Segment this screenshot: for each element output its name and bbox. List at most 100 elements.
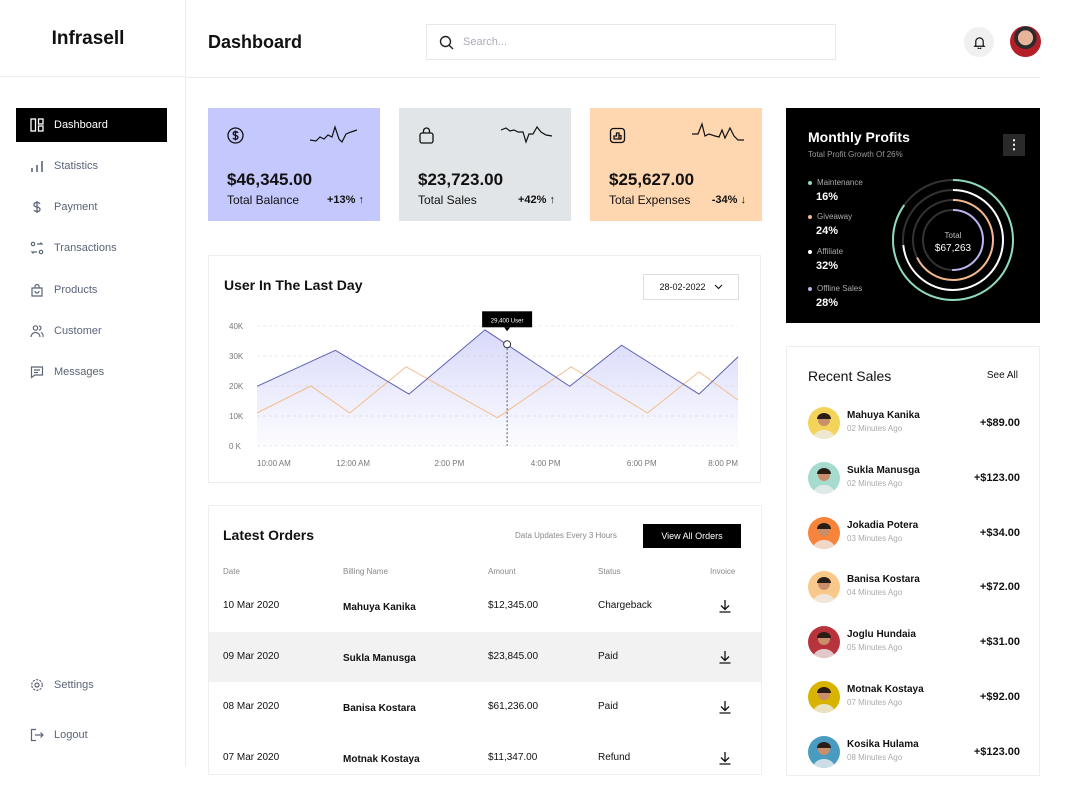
sparkline bbox=[692, 122, 744, 141]
sidebar-item-statistics[interactable]: Statistics bbox=[16, 149, 167, 183]
y-tick-label: 20K bbox=[229, 382, 244, 391]
tooltip-label: 29,400 User bbox=[491, 318, 524, 324]
order-date: 10 Mar 2020 bbox=[223, 600, 280, 611]
ring-total-value: $67,263 bbox=[935, 243, 972, 254]
chevron-down-icon bbox=[714, 284, 722, 290]
see-all-link[interactable]: See All bbox=[986, 370, 1018, 381]
sale-amount: +$92.00 bbox=[979, 691, 1020, 703]
more-options-button[interactable]: ⋮ bbox=[1003, 134, 1025, 156]
sale-time: 08 Minutes Ago bbox=[847, 752, 903, 762]
sale-amount: +$89.00 bbox=[979, 417, 1020, 429]
y-tick-label: 0 K bbox=[229, 442, 242, 451]
sparkline bbox=[501, 125, 553, 144]
users-icon bbox=[30, 325, 44, 338]
legend-value: 24% bbox=[816, 225, 839, 237]
view-all-orders-button[interactable]: View All Orders bbox=[643, 524, 741, 548]
table-row[interactable]: 10 Mar 2020 Mahuya Kanika $12,345.00 Cha… bbox=[209, 581, 761, 631]
card-change: -34% ↓ bbox=[711, 194, 746, 206]
ring-maintenance bbox=[892, 179, 1014, 301]
sidebar-item-settings[interactable]: Settings bbox=[16, 668, 167, 702]
avatar bbox=[808, 626, 840, 659]
order-amount: $23,845.00 bbox=[488, 650, 539, 662]
table-row[interactable]: 09 Mar 2020 Sukla Manusga $23,845.00 Pai… bbox=[209, 631, 761, 682]
download-invoice-icon[interactable] bbox=[718, 751, 732, 765]
search-input[interactable] bbox=[463, 36, 803, 48]
recent-sales-title: Recent Sales bbox=[808, 368, 892, 384]
user-avatar[interactable] bbox=[1010, 26, 1041, 57]
sale-time: 04 Minutes Ago bbox=[847, 588, 903, 598]
sidebar-item-label: Logout bbox=[54, 729, 88, 741]
sidebar-item-messages[interactable]: Messages bbox=[16, 355, 167, 389]
orders-title: Latest Orders bbox=[223, 527, 315, 543]
order-status: Paid bbox=[598, 650, 619, 662]
sale-time: 03 Minutes Ago bbox=[847, 533, 903, 543]
legend-label: Affiliate bbox=[817, 247, 844, 256]
card-label: Total Expenses bbox=[609, 193, 691, 207]
customer-name: Joglu Hundaia bbox=[847, 629, 916, 641]
sidebar-item-dashboard[interactable]: Dashboard bbox=[16, 108, 167, 142]
list-item[interactable]: Jokadia Potera 03 Minutes Ago +$34.00 bbox=[787, 516, 1041, 572]
sidebar-item-logout[interactable]: Logout bbox=[16, 718, 167, 752]
sidebar-item-products[interactable]: Products bbox=[16, 273, 167, 307]
monthly-profits-card: Monthly Profits Total Profit Growth Of 2… bbox=[786, 108, 1040, 323]
sidebar-item-transactions[interactable]: Transactions bbox=[16, 231, 167, 265]
legend-dot bbox=[808, 180, 812, 185]
divider bbox=[186, 77, 1040, 78]
card-change: +42% ↑ bbox=[518, 194, 555, 206]
table-row[interactable]: 08 Mar 2020 Banisa Kostara $61,236.00 Pa… bbox=[209, 682, 761, 732]
list-item[interactable]: Joglu Hundaia 05 Minutes Ago +$31.00 bbox=[787, 626, 1041, 681]
sale-amount: +$123.00 bbox=[973, 745, 1020, 758]
sidebar-item-label: Customer bbox=[54, 325, 102, 337]
list-item[interactable]: Kosika Hulama 08 Minutes Ago +$123.00 bbox=[787, 735, 1041, 791]
list-item[interactable]: Mahuya Kanika 02 Minutes Ago +$89.00 bbox=[787, 407, 1041, 462]
ring-giveaway bbox=[912, 199, 994, 281]
order-status: Paid bbox=[598, 701, 619, 712]
sidebar-item-customer[interactable]: Customer bbox=[16, 314, 167, 348]
table-row[interactable]: 07 Mar 2020 Motnak Kostaya $11,347.00 Re… bbox=[209, 733, 761, 783]
sparkline bbox=[310, 125, 358, 144]
profits-subtitle: Total Profit Growth Of 26% bbox=[808, 150, 903, 159]
avatar bbox=[808, 407, 840, 439]
search-icon bbox=[439, 35, 454, 49]
legend-maintenance: Maintenance 16% bbox=[808, 178, 863, 203]
list-item[interactable]: Sukla Manusga 02 Minutes Ago +$123.00 bbox=[787, 461, 1041, 517]
notifications-button[interactable] bbox=[964, 27, 994, 57]
total-sales-card: $23,723.00 Total Sales +42% ↑ bbox=[399, 108, 571, 221]
legend-label: Giveaway bbox=[817, 212, 853, 221]
order-billing-name: Banisa Kostara bbox=[343, 703, 416, 714]
download-invoice-icon[interactable] bbox=[718, 650, 732, 664]
line-chart: 0 K 10K 20K 30K 40K 10:00 AM 12:00 AM 2:00 PM 4:… bbox=[229, 311, 739, 468]
customer-name: Jokadia Potera bbox=[847, 519, 919, 531]
recent-sales-panel: Recent Sales See All Mahuya Kanika 02 Mi… bbox=[786, 346, 1040, 776]
column-header: Invoice bbox=[710, 567, 736, 576]
legend-label: Maintenance bbox=[817, 178, 863, 187]
chart-box-icon bbox=[609, 127, 626, 144]
profits-title: Monthly Profits bbox=[808, 129, 910, 145]
ring-total-label: Total bbox=[945, 231, 962, 240]
sidebar: Infrasell Dashboard Statistics Payment T… bbox=[0, 0, 186, 766]
tooltip-point bbox=[503, 340, 512, 349]
y-tick-label: 40K bbox=[229, 322, 244, 331]
avatar bbox=[808, 461, 840, 494]
date-select[interactable]: 28-02-2022 bbox=[643, 274, 739, 300]
legend-label: Offline Sales bbox=[817, 284, 863, 293]
bar-chart-icon bbox=[31, 161, 43, 172]
sidebar-item-label: Transactions bbox=[54, 242, 117, 254]
legend-value: 28% bbox=[816, 297, 839, 309]
sale-amount: +$123.00 bbox=[973, 471, 1020, 484]
sidebar-item-payment[interactable]: Payment bbox=[16, 190, 167, 224]
order-date: 09 Mar 2020 bbox=[223, 650, 280, 662]
sidebar-item-label: Messages bbox=[54, 366, 105, 378]
list-item[interactable]: Motnak Kostaya 07 Minutes Ago +$92.00 bbox=[787, 681, 1041, 736]
download-invoice-icon[interactable] bbox=[718, 599, 732, 613]
download-invoice-icon[interactable] bbox=[718, 700, 732, 714]
legend-value: 16% bbox=[816, 191, 839, 203]
search-bar[interactable] bbox=[426, 24, 836, 60]
sale-amount: +$31.00 bbox=[979, 636, 1020, 649]
series-area bbox=[257, 329, 738, 446]
customer-name: Banisa Kostara bbox=[847, 574, 920, 586]
ring-offline-sales bbox=[922, 209, 984, 271]
list-item[interactable]: Banisa Kostara 04 Minutes Ago +$72.00 bbox=[787, 571, 1041, 626]
column-header: Status bbox=[598, 567, 621, 576]
dashboard-icon bbox=[30, 118, 44, 132]
